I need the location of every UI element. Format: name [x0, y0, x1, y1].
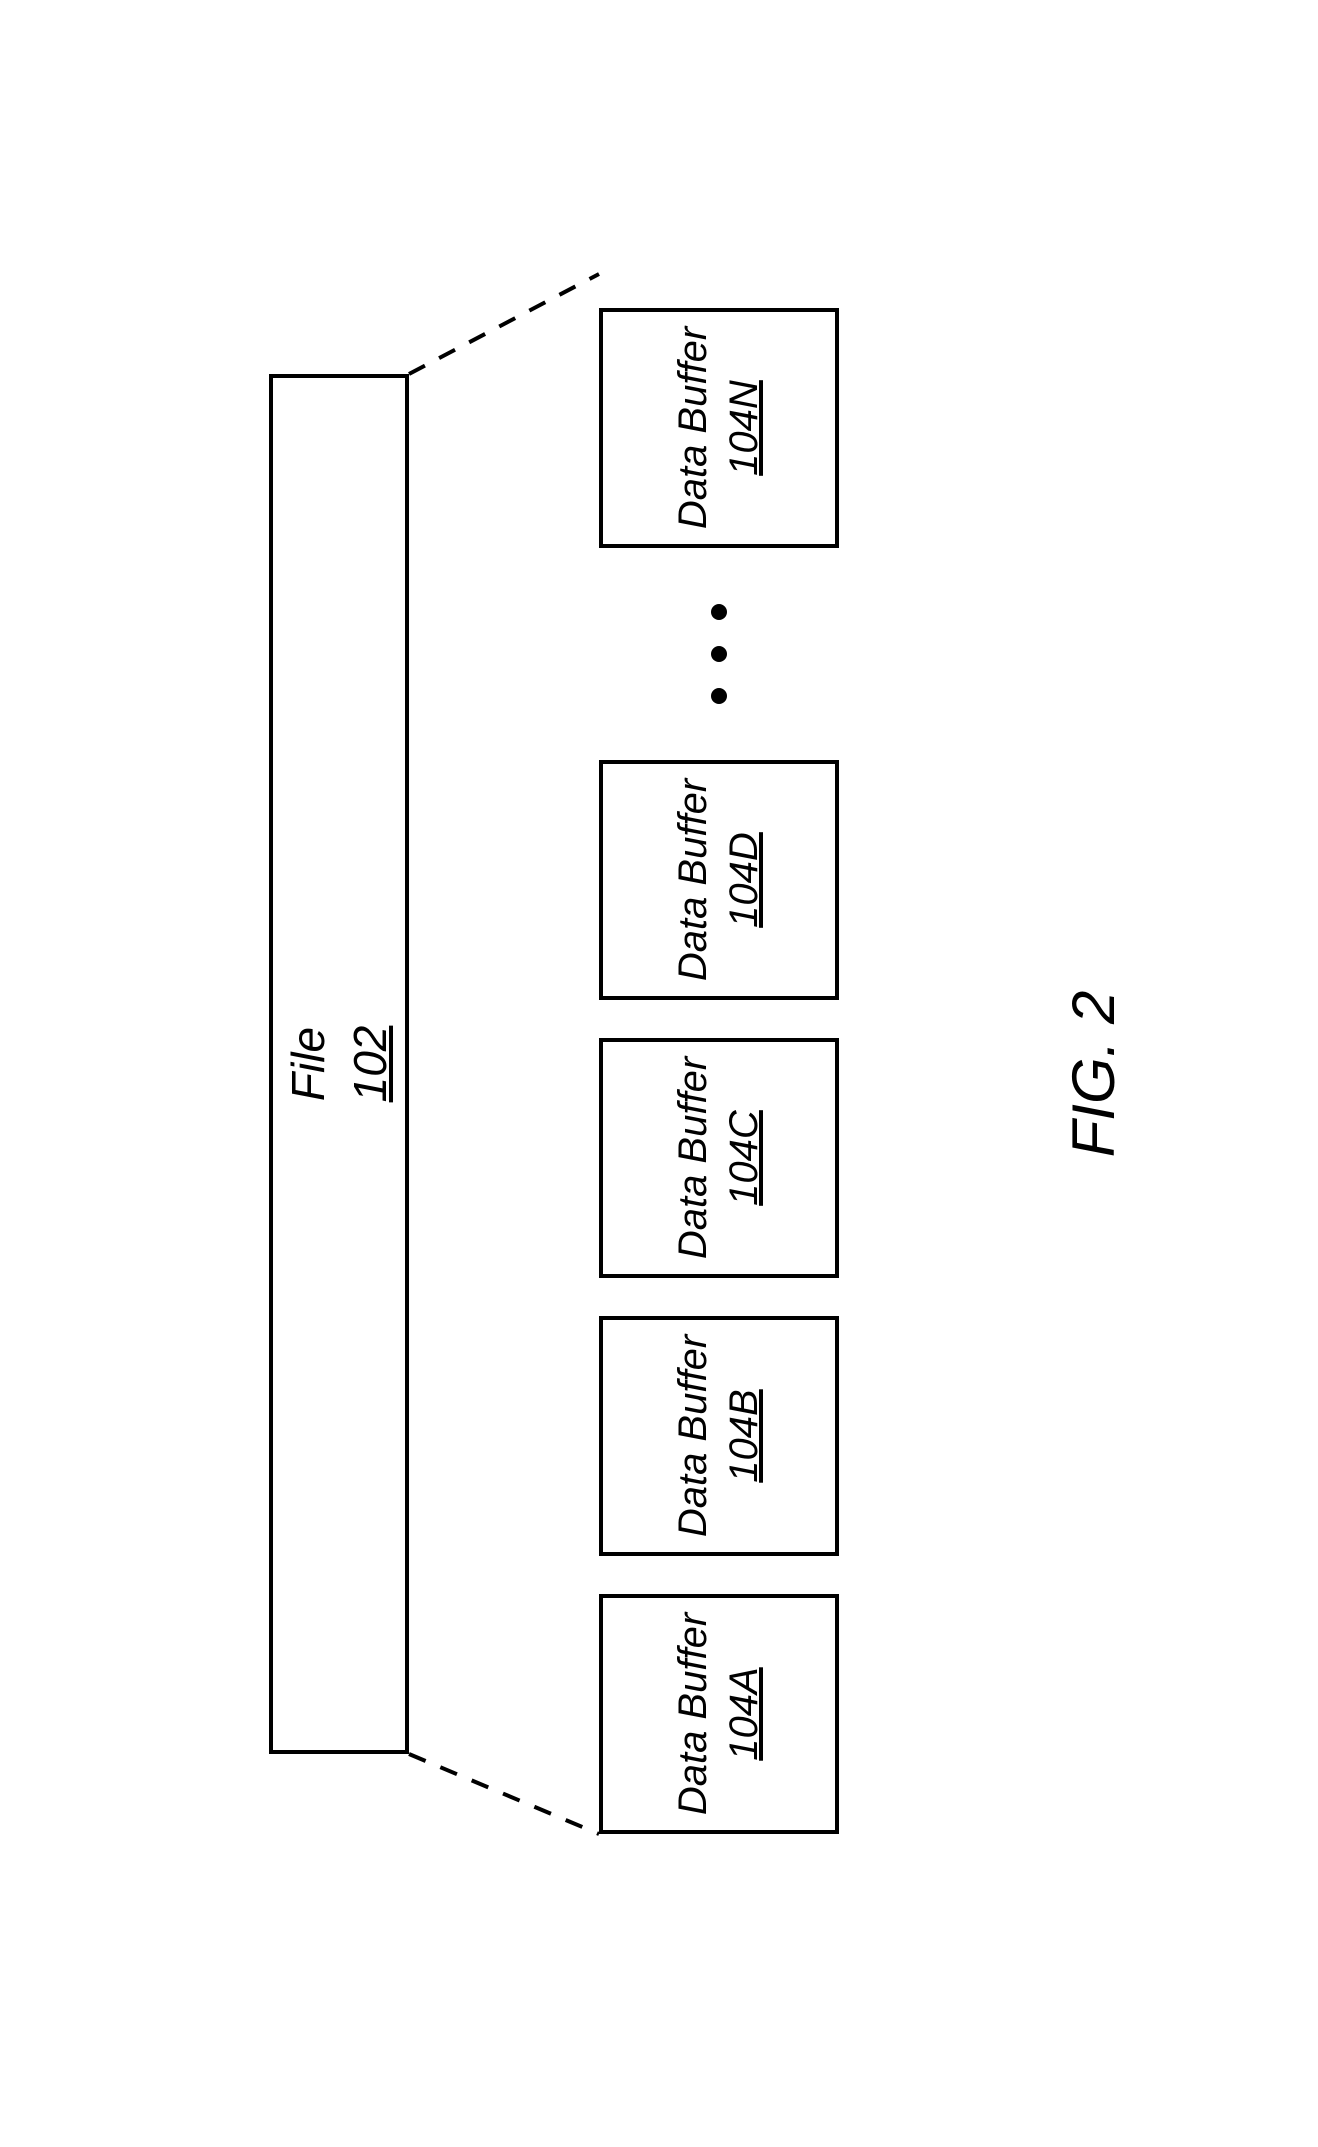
dashed-line-right	[409, 274, 599, 374]
buffer-label: Data Buffer	[671, 326, 716, 528]
buffer-row: Data Buffer 104A Data Buffer 104B Data B…	[599, 274, 839, 1834]
buffer-reference-number: 104D	[722, 832, 767, 928]
buffer-reference-number: 104C	[722, 1110, 767, 1206]
data-buffer-block: Data Buffer 104C	[599, 1038, 839, 1278]
ellipsis-dot	[711, 604, 727, 620]
buffer-label: Data Buffer	[671, 1334, 716, 1536]
buffer-reference-number: 104A	[722, 1667, 767, 1760]
figure-caption: FIG. 2	[1059, 174, 1128, 1974]
data-buffer-block: Data Buffer 104N	[599, 308, 839, 548]
ellipsis	[711, 586, 727, 722]
buffer-label: Data Buffer	[671, 1056, 716, 1258]
diagram-container: File 102 Data Buffer 104A Data Buffer 10…	[209, 174, 1109, 1974]
file-block: File 102	[269, 374, 409, 1754]
file-reference-number: 102	[343, 1025, 397, 1102]
data-buffer-block: Data Buffer 104D	[599, 760, 839, 1000]
ellipsis-dot	[711, 688, 727, 704]
data-buffer-block: Data Buffer 104A	[599, 1594, 839, 1834]
data-buffer-block: Data Buffer 104B	[599, 1316, 839, 1556]
buffer-reference-number: 104N	[722, 380, 767, 476]
ellipsis-dot	[711, 646, 727, 662]
buffer-label: Data Buffer	[671, 778, 716, 980]
dashed-line-left	[409, 1754, 599, 1834]
buffer-reference-number: 104B	[722, 1389, 767, 1482]
buffer-label: Data Buffer	[671, 1612, 716, 1814]
file-label: File	[281, 1026, 335, 1100]
